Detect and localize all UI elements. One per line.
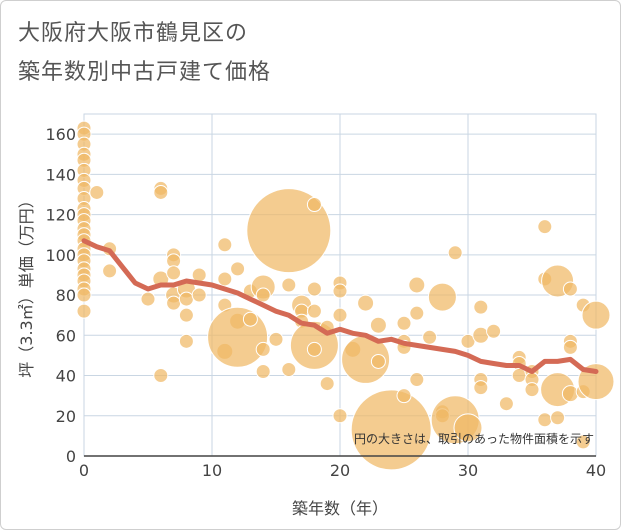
chart-title-line-2: 築年数別中古戸建て価格	[18, 60, 272, 85]
data-bubble	[230, 261, 246, 277]
bubble-size-note: 円の大きさは、取引のあった物件面積を示す	[354, 431, 594, 446]
chart-title-line-1: 大阪府大阪市鶴見区の	[18, 21, 249, 46]
data-bubble	[537, 412, 553, 428]
y-tick-label: 120	[45, 206, 76, 225]
data-bubble	[369, 316, 387, 334]
y-tick-label: 0	[66, 447, 76, 466]
y-tick-label: 20	[56, 407, 76, 426]
y-tick-label: 100	[45, 246, 76, 265]
data-bubble	[427, 282, 457, 312]
data-bubble	[473, 299, 489, 315]
x-axis-label: 築年数（年）	[292, 499, 388, 518]
x-tick-label: 0	[79, 461, 89, 480]
trend-line	[81, 238, 599, 374]
data-bubble	[332, 408, 348, 424]
data-bubble	[153, 184, 169, 200]
data-bubble	[350, 389, 432, 471]
data-bubble	[255, 364, 271, 380]
data-bubble	[319, 376, 335, 392]
axis-ticks: 0 10 20 30 40 0 20 40 60 80 100 120 140 160	[45, 125, 606, 480]
data-bubble	[486, 323, 502, 339]
data-bubble	[357, 294, 375, 312]
data-bubble	[255, 341, 271, 357]
data-bubble	[281, 361, 297, 377]
data-bubble	[306, 341, 322, 357]
trend-line-layer	[81, 238, 599, 374]
data-bubble	[550, 410, 566, 426]
data-bubble	[207, 306, 269, 368]
data-bubble	[524, 382, 540, 398]
data-bubble	[575, 434, 591, 450]
data-bubble	[447, 245, 463, 261]
data-bubble	[76, 303, 92, 319]
y-tick-label: 140	[45, 165, 76, 184]
data-bubble	[453, 413, 483, 443]
data-bubble	[255, 287, 271, 303]
data-bubble	[166, 265, 182, 281]
data-bubble	[422, 329, 438, 345]
data-bubble	[178, 291, 194, 307]
bubbles	[76, 120, 615, 471]
data-bubble	[178, 333, 194, 349]
data-bubble	[178, 307, 194, 323]
data-bubble	[281, 277, 297, 293]
data-bubble	[268, 331, 284, 347]
data-bubble	[408, 276, 426, 294]
data-bubble	[370, 353, 386, 369]
data-bubble	[332, 283, 348, 299]
x-tick-label: 10	[202, 461, 222, 480]
y-tick-label: 160	[45, 125, 76, 144]
data-bubble	[191, 287, 207, 303]
data-bubble	[166, 295, 182, 311]
data-bubble	[498, 396, 514, 412]
data-bubble	[332, 307, 348, 323]
data-bubble	[562, 281, 578, 297]
data-bubble	[562, 339, 578, 355]
data-bubble	[396, 315, 412, 331]
data-bubble	[537, 219, 553, 235]
data-bubble	[409, 372, 425, 388]
data-bubble	[140, 291, 156, 307]
data-bubble	[511, 368, 527, 384]
data-bubble	[153, 368, 169, 384]
x-tick-label: 20	[330, 461, 350, 480]
x-tick-label: 40	[586, 461, 606, 480]
data-bubble	[306, 197, 322, 213]
data-bubble	[306, 281, 322, 297]
data-bubble	[409, 305, 425, 321]
x-tick-label: 30	[458, 461, 478, 480]
data-bubble	[396, 388, 412, 404]
data-bubble	[76, 287, 92, 303]
data-bubble	[217, 237, 233, 253]
data-bubble	[473, 380, 489, 396]
data-bubble	[581, 300, 611, 330]
data-bubble	[89, 184, 105, 200]
data-bubble	[102, 263, 118, 279]
y-axis-label: 坪（3.3㎡）単価（万円）	[17, 192, 36, 377]
y-tick-label: 60	[56, 326, 76, 345]
y-tick-label: 40	[56, 367, 76, 386]
data-bubble	[306, 303, 322, 319]
y-tick-label: 80	[56, 286, 76, 305]
data-bubble	[242, 311, 258, 327]
data-bubble	[217, 271, 233, 287]
